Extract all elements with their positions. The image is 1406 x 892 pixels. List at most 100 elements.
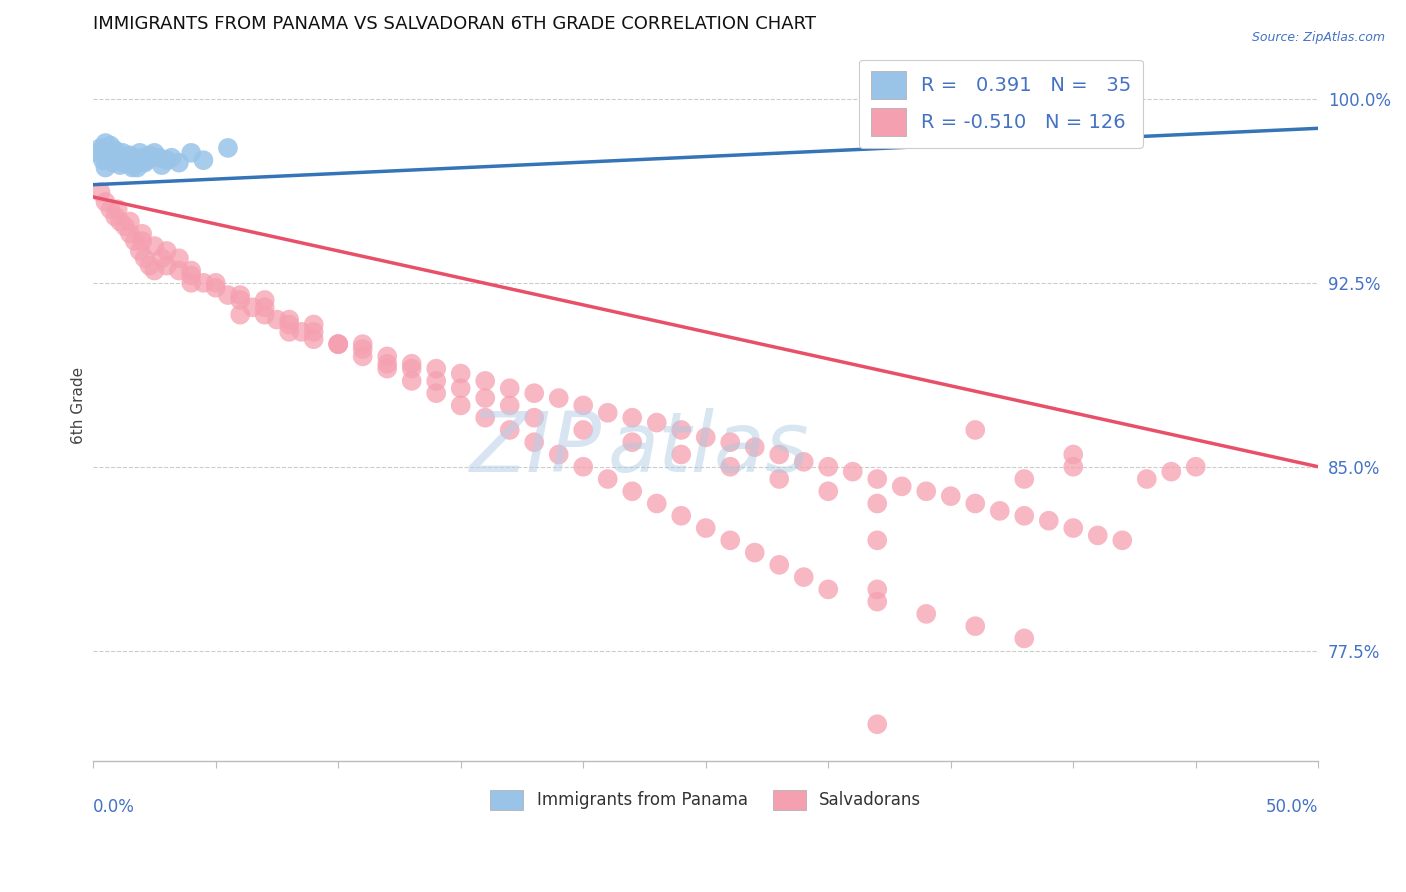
Point: [866, 582, 889, 597]
Point: [768, 472, 790, 486]
Point: [180, 268, 202, 283]
Point: [160, 151, 183, 165]
Point: [97, 151, 120, 165]
Point: [302, 325, 325, 339]
Point: [229, 288, 252, 302]
Point: [131, 151, 153, 165]
Point: [328, 337, 350, 351]
Point: [1111, 533, 1133, 548]
Point: [425, 386, 447, 401]
Point: [401, 357, 423, 371]
Point: [87, 145, 110, 160]
Point: [352, 350, 374, 364]
Point: [744, 545, 766, 559]
Point: [193, 153, 215, 168]
Point: [204, 281, 226, 295]
Point: [98, 202, 121, 217]
Text: atlas: atlas: [607, 408, 810, 489]
Point: [375, 361, 398, 376]
Point: [124, 234, 146, 248]
Point: [401, 361, 423, 376]
Point: [965, 423, 987, 437]
Legend: Immigrants from Panama, Salvadorans: Immigrants from Panama, Salvadorans: [484, 783, 928, 817]
Text: 50.0%: 50.0%: [1265, 797, 1319, 816]
Point: [328, 337, 350, 351]
Point: [138, 148, 160, 162]
Point: [136, 153, 159, 168]
Point: [167, 155, 190, 169]
Point: [328, 337, 350, 351]
Point: [645, 416, 668, 430]
Point: [425, 361, 447, 376]
Text: IMMIGRANTS FROM PANAMA VS SALVADORAN 6TH GRADE CORRELATION CHART: IMMIGRANTS FROM PANAMA VS SALVADORAN 6TH…: [93, 15, 817, 33]
Point: [1062, 448, 1084, 462]
Point: [253, 308, 276, 322]
Point: [768, 448, 790, 462]
Point: [143, 263, 166, 277]
Point: [793, 455, 815, 469]
Point: [108, 214, 131, 228]
Point: [193, 276, 215, 290]
Point: [107, 202, 129, 217]
Point: [101, 144, 124, 158]
Point: [1160, 465, 1182, 479]
Point: [915, 484, 938, 499]
Point: [134, 155, 156, 169]
Text: 0.0%: 0.0%: [93, 797, 135, 816]
Point: [425, 374, 447, 388]
Point: [1062, 521, 1084, 535]
Point: [127, 161, 149, 175]
Point: [671, 423, 693, 437]
Point: [104, 144, 127, 158]
Point: [793, 570, 815, 584]
Point: [523, 386, 546, 401]
Point: [229, 308, 252, 322]
Point: [278, 325, 301, 339]
Point: [167, 263, 190, 277]
Point: [572, 423, 595, 437]
Point: [253, 293, 276, 307]
Point: [266, 312, 288, 326]
Point: [229, 293, 252, 307]
Point: [118, 214, 141, 228]
Point: [156, 259, 179, 273]
Point: [695, 430, 717, 444]
Point: [621, 410, 644, 425]
Point: [217, 288, 239, 302]
Point: [572, 459, 595, 474]
Point: [866, 472, 889, 486]
Point: [1184, 459, 1206, 474]
Point: [523, 435, 546, 450]
Point: [121, 161, 143, 175]
Point: [1038, 514, 1060, 528]
Point: [242, 301, 264, 315]
Point: [866, 594, 889, 608]
Point: [352, 342, 374, 356]
Point: [1062, 459, 1084, 474]
Point: [988, 504, 1011, 518]
Point: [302, 332, 325, 346]
Point: [450, 381, 472, 395]
Point: [131, 234, 153, 248]
Point: [499, 381, 522, 395]
Point: [107, 153, 129, 168]
Point: [180, 145, 202, 160]
Point: [352, 337, 374, 351]
Point: [866, 496, 889, 510]
Point: [499, 399, 522, 413]
Point: [375, 357, 398, 371]
Point: [645, 496, 668, 510]
Point: [134, 252, 156, 266]
Point: [596, 472, 619, 486]
Point: [278, 318, 301, 332]
Point: [523, 410, 546, 425]
Point: [118, 227, 141, 241]
Point: [150, 158, 173, 172]
Y-axis label: 6th Grade: 6th Grade: [72, 367, 86, 444]
Point: [890, 479, 912, 493]
Point: [156, 153, 179, 168]
Point: [90, 185, 112, 199]
Point: [101, 155, 124, 169]
Point: [474, 391, 496, 405]
Point: [450, 367, 472, 381]
